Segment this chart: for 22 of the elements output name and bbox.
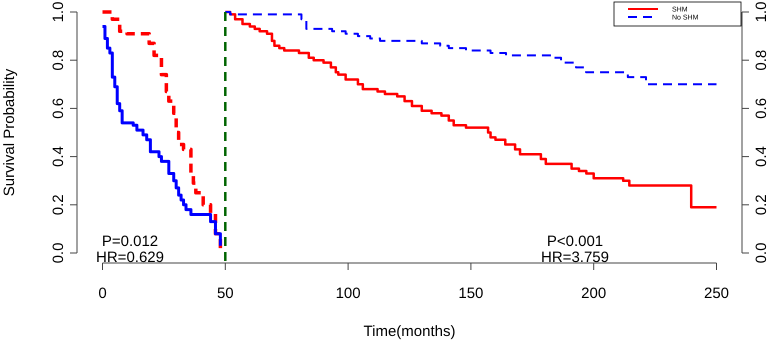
x-tick-label: 150 [458, 285, 484, 302]
y-tick-label: 0.2 [50, 194, 67, 216]
annotation: P<0.001 HR=3.759 [541, 233, 609, 266]
y2-tick-label: 0.6 [753, 98, 770, 119]
y2-tick-label: 0.0 [753, 242, 770, 264]
y-tick-label: 0.0 [50, 242, 67, 264]
y-tick-label: 0.4 [50, 146, 67, 168]
x-axis-title: Time(months) [364, 323, 456, 340]
y-tick-label: 0.6 [50, 98, 67, 119]
y2-tick-label: 0.8 [753, 50, 770, 71]
y2-tick-label: 1.0 [753, 2, 770, 22]
y-axis-title: Survival Probability [1, 68, 18, 196]
x-tick-label: 200 [581, 285, 606, 302]
annotation: P=0.012 HR=0.629 [96, 233, 164, 266]
y2-tick-label: 0.4 [753, 146, 770, 168]
y-tick-label: 1.0 [50, 2, 67, 22]
x-tick-label: 50 [216, 285, 234, 302]
x-tick-label: 100 [336, 285, 361, 302]
y2-tick-label: 0.2 [753, 194, 770, 216]
y-tick-label: 0.8 [50, 50, 67, 71]
x-tick-label: 250 [704, 285, 730, 302]
x-tick-label: 0 [98, 285, 107, 302]
